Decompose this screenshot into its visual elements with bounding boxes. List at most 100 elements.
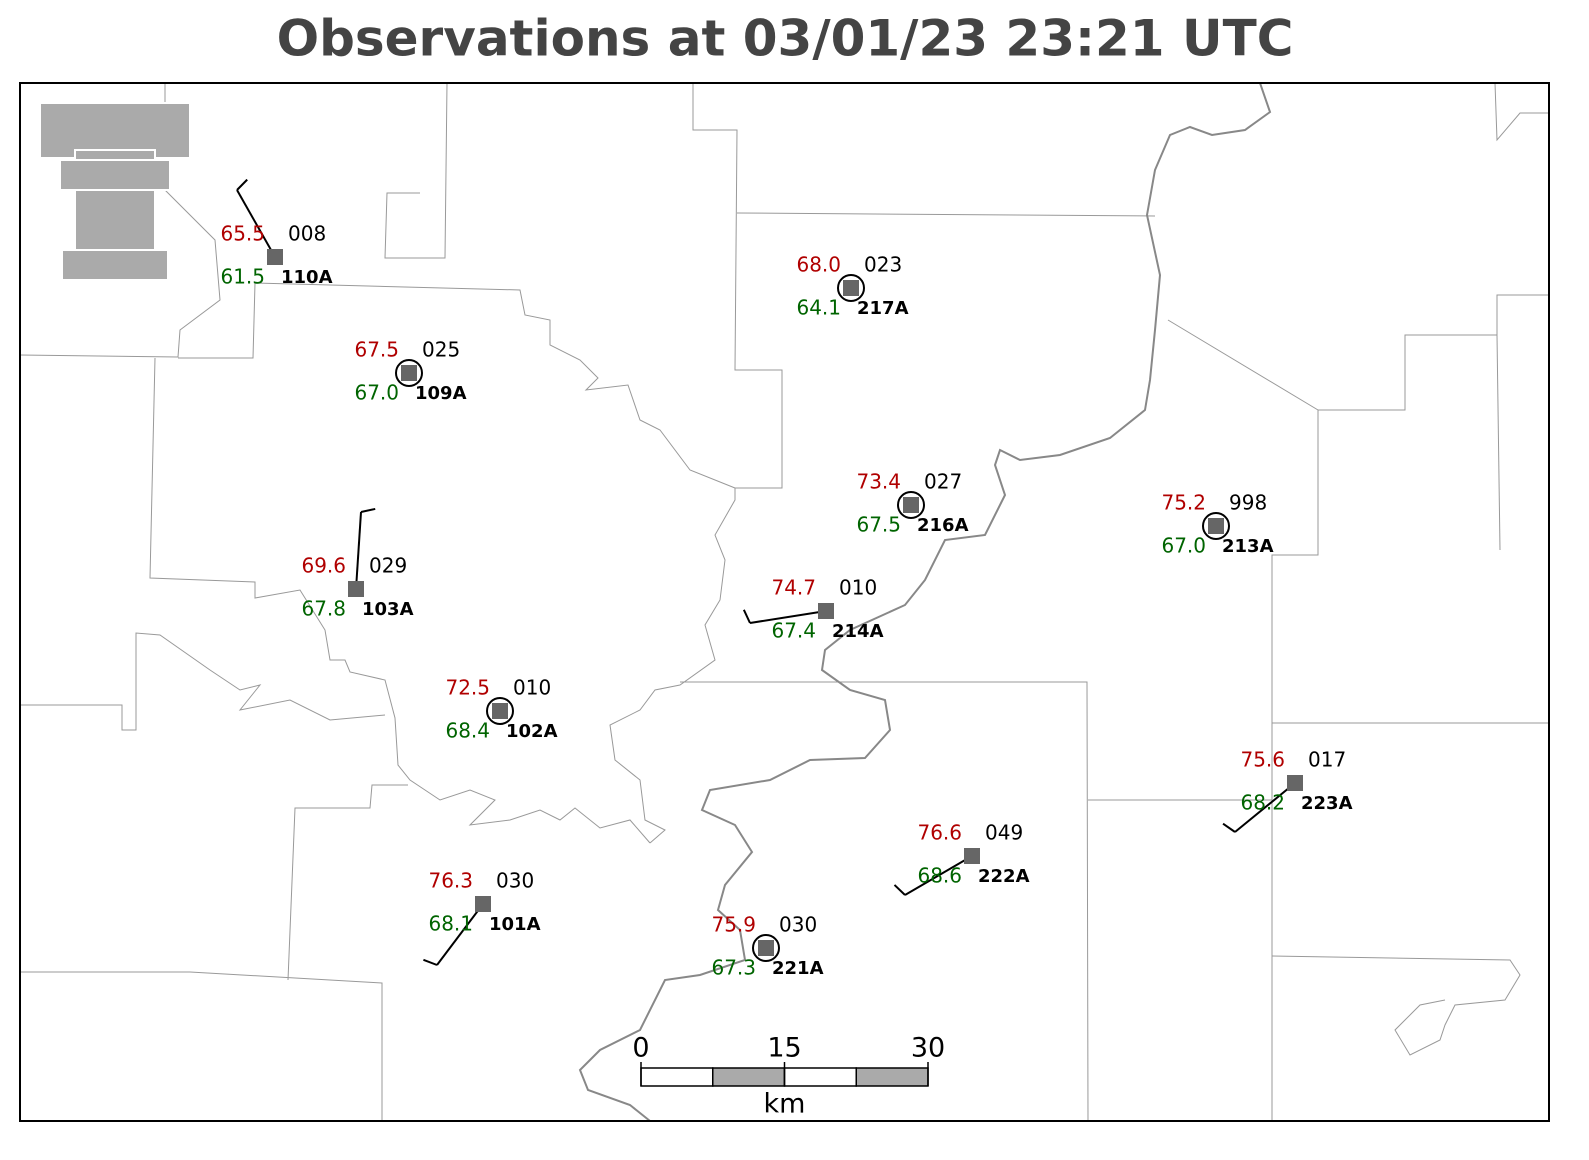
scale-label: 30 — [911, 1033, 945, 1064]
station-marker — [267, 249, 283, 265]
station-id: 217A — [857, 298, 909, 319]
wind-barb-flag — [423, 958, 438, 966]
county-line — [287, 784, 408, 981]
dewpoint: 67.4 — [771, 619, 816, 643]
station: 72.5 010 68.4 102A — [445, 676, 557, 743]
dewpoint: 67.3 — [711, 956, 756, 980]
wind-barb-flag — [236, 178, 248, 191]
scale-segment — [783, 1067, 857, 1087]
dewpoint: 68.1 — [428, 912, 473, 936]
station-id: 223A — [1301, 793, 1353, 814]
station-id: 109A — [415, 383, 467, 404]
station-marker — [903, 497, 919, 513]
county-line — [1318, 294, 1549, 411]
station-marker — [1287, 775, 1303, 791]
station: 65.5 008 61.5 110A — [220, 178, 333, 289]
temperature: 76.3 — [428, 869, 473, 893]
temperature: 73.4 — [856, 470, 901, 494]
station-id: 222A — [978, 866, 1030, 887]
dewpoint: 67.0 — [354, 381, 399, 405]
stations: 65.5 008 61.5 110A 67.5 025 67.0 109A 68.0 023 64.… — [220, 178, 1353, 980]
wind-barb-flag — [893, 884, 906, 896]
station: 76.3 030 68.1 101A — [423, 869, 541, 966]
temperature: 65.5 — [220, 222, 265, 246]
wind-barb-shaft — [436, 903, 484, 966]
wind-barb-shaft — [904, 855, 973, 896]
county-line — [20, 632, 386, 731]
pressure: 010 — [839, 576, 877, 600]
temperature: 74.7 — [771, 576, 816, 600]
temperature: 76.6 — [917, 821, 962, 845]
station-marker — [348, 581, 364, 597]
wind-barb-shaft — [1234, 782, 1296, 833]
dewpoint: 68.2 — [1240, 791, 1285, 815]
pressure: 010 — [513, 676, 551, 700]
scale-label: 0 — [632, 1033, 649, 1064]
station-marker — [843, 280, 859, 296]
station-id: 103A — [362, 599, 414, 620]
station-id: 110A — [281, 267, 333, 288]
map-frame — [19, 82, 1550, 1122]
sky-cover — [752, 934, 780, 962]
title: Observations at 03/01/23 23:21 UTC — [277, 10, 1294, 68]
dewpoint: 68.6 — [917, 864, 962, 888]
pressure: 049 — [985, 821, 1023, 845]
wind-barb-shaft — [749, 610, 827, 624]
sky-cover — [395, 359, 423, 387]
pressure: 017 — [1308, 748, 1346, 772]
pressure: 023 — [864, 253, 902, 277]
station: 74.7 010 67.4 214A — [742, 576, 884, 643]
county-line — [384, 82, 448, 259]
wind-barb-shaft — [236, 189, 276, 258]
station-marker — [1208, 518, 1224, 534]
station-id: 102A — [506, 721, 558, 742]
pressure: 008 — [288, 222, 326, 246]
logo-base — [61, 249, 169, 281]
sky-cover — [837, 274, 865, 302]
scale-segment — [640, 1067, 714, 1087]
station: 75.2 998 67.0 213A — [1161, 491, 1273, 558]
station: 75.6 017 68.2 223A — [1222, 748, 1353, 833]
dewpoint: 67.5 — [856, 513, 901, 537]
county-line — [1271, 955, 1521, 1056]
county-line — [149, 357, 651, 844]
station-marker — [758, 940, 774, 956]
station-marker — [492, 703, 508, 719]
station-id: 221A — [772, 958, 824, 979]
county-line — [20, 971, 383, 1121]
county-line — [1167, 319, 1319, 1121]
station-id: 213A — [1222, 536, 1274, 557]
logo-bar — [39, 102, 191, 159]
temperature: 75.6 — [1240, 748, 1285, 772]
pressure: 998 — [1229, 491, 1267, 515]
station-id: 216A — [917, 515, 969, 536]
county-line — [1494, 82, 1549, 142]
station-marker — [818, 603, 834, 619]
station-marker — [401, 365, 417, 381]
wind-barb-flag — [742, 609, 751, 624]
pressure: 027 — [924, 470, 962, 494]
station-id: 214A — [832, 621, 884, 642]
scale-label: 15 — [767, 1033, 801, 1064]
dewpoint: 68.4 — [445, 719, 490, 743]
sky-cover — [897, 491, 925, 519]
temperature: 72.5 — [445, 676, 490, 700]
temperature: 69.6 — [301, 554, 346, 578]
station: 75.9 030 67.3 221A — [711, 913, 823, 980]
river — [578, 82, 1272, 1122]
county-line — [736, 212, 1156, 217]
station-id: 101A — [489, 914, 541, 935]
station: 68.0 023 64.1 217A — [796, 253, 908, 320]
wind-barb-shaft — [355, 511, 362, 590]
station: 67.5 025 67.0 109A — [354, 338, 466, 405]
scale-bar: 0 15 30 km — [632, 1033, 945, 1120]
pressure: 029 — [369, 554, 407, 578]
scale-unit: km — [764, 1089, 806, 1120]
county-line — [692, 83, 783, 489]
temperature: 75.2 — [1161, 491, 1206, 515]
scale-segment — [855, 1067, 929, 1087]
dewpoint: 67.0 — [1161, 534, 1206, 558]
pressure: 030 — [496, 869, 534, 893]
station: 76.6 049 68.6 222A — [893, 821, 1030, 896]
pressure: 030 — [779, 913, 817, 937]
